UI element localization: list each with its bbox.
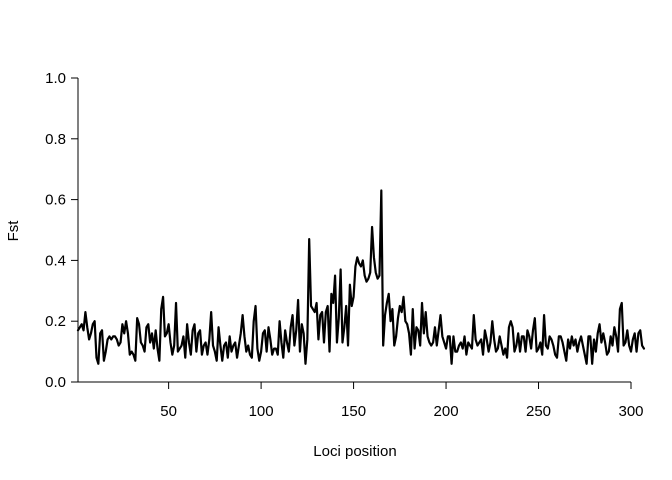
y-axis-title: Fst — [5, 220, 22, 242]
x-tick-label: 150 — [341, 403, 366, 420]
y-tick-label: 0.8 — [45, 131, 66, 148]
y-tick-label: 0.4 — [45, 252, 66, 269]
axes-layer: 0.0 0.2 0.4 0.6 0.8 1.0 50 100 150 200 250 300 — [45, 70, 643, 420]
data-line-layer — [76, 189, 646, 365]
x-tick-label: 100 — [249, 403, 274, 420]
fst-series-line — [76, 189, 646, 365]
x-tick-label: 50 — [160, 403, 177, 420]
x-tick-label: 200 — [434, 403, 459, 420]
y-tick-label: 1.0 — [45, 70, 66, 87]
x-tick-label: 300 — [618, 403, 643, 420]
x-tick-label: 250 — [526, 403, 551, 420]
y-tick-label: 0.0 — [45, 374, 66, 391]
x-axis-title: Loci position — [313, 443, 396, 460]
y-tick-label: 0.2 — [45, 313, 66, 330]
y-tick-label: 0.6 — [45, 192, 66, 209]
